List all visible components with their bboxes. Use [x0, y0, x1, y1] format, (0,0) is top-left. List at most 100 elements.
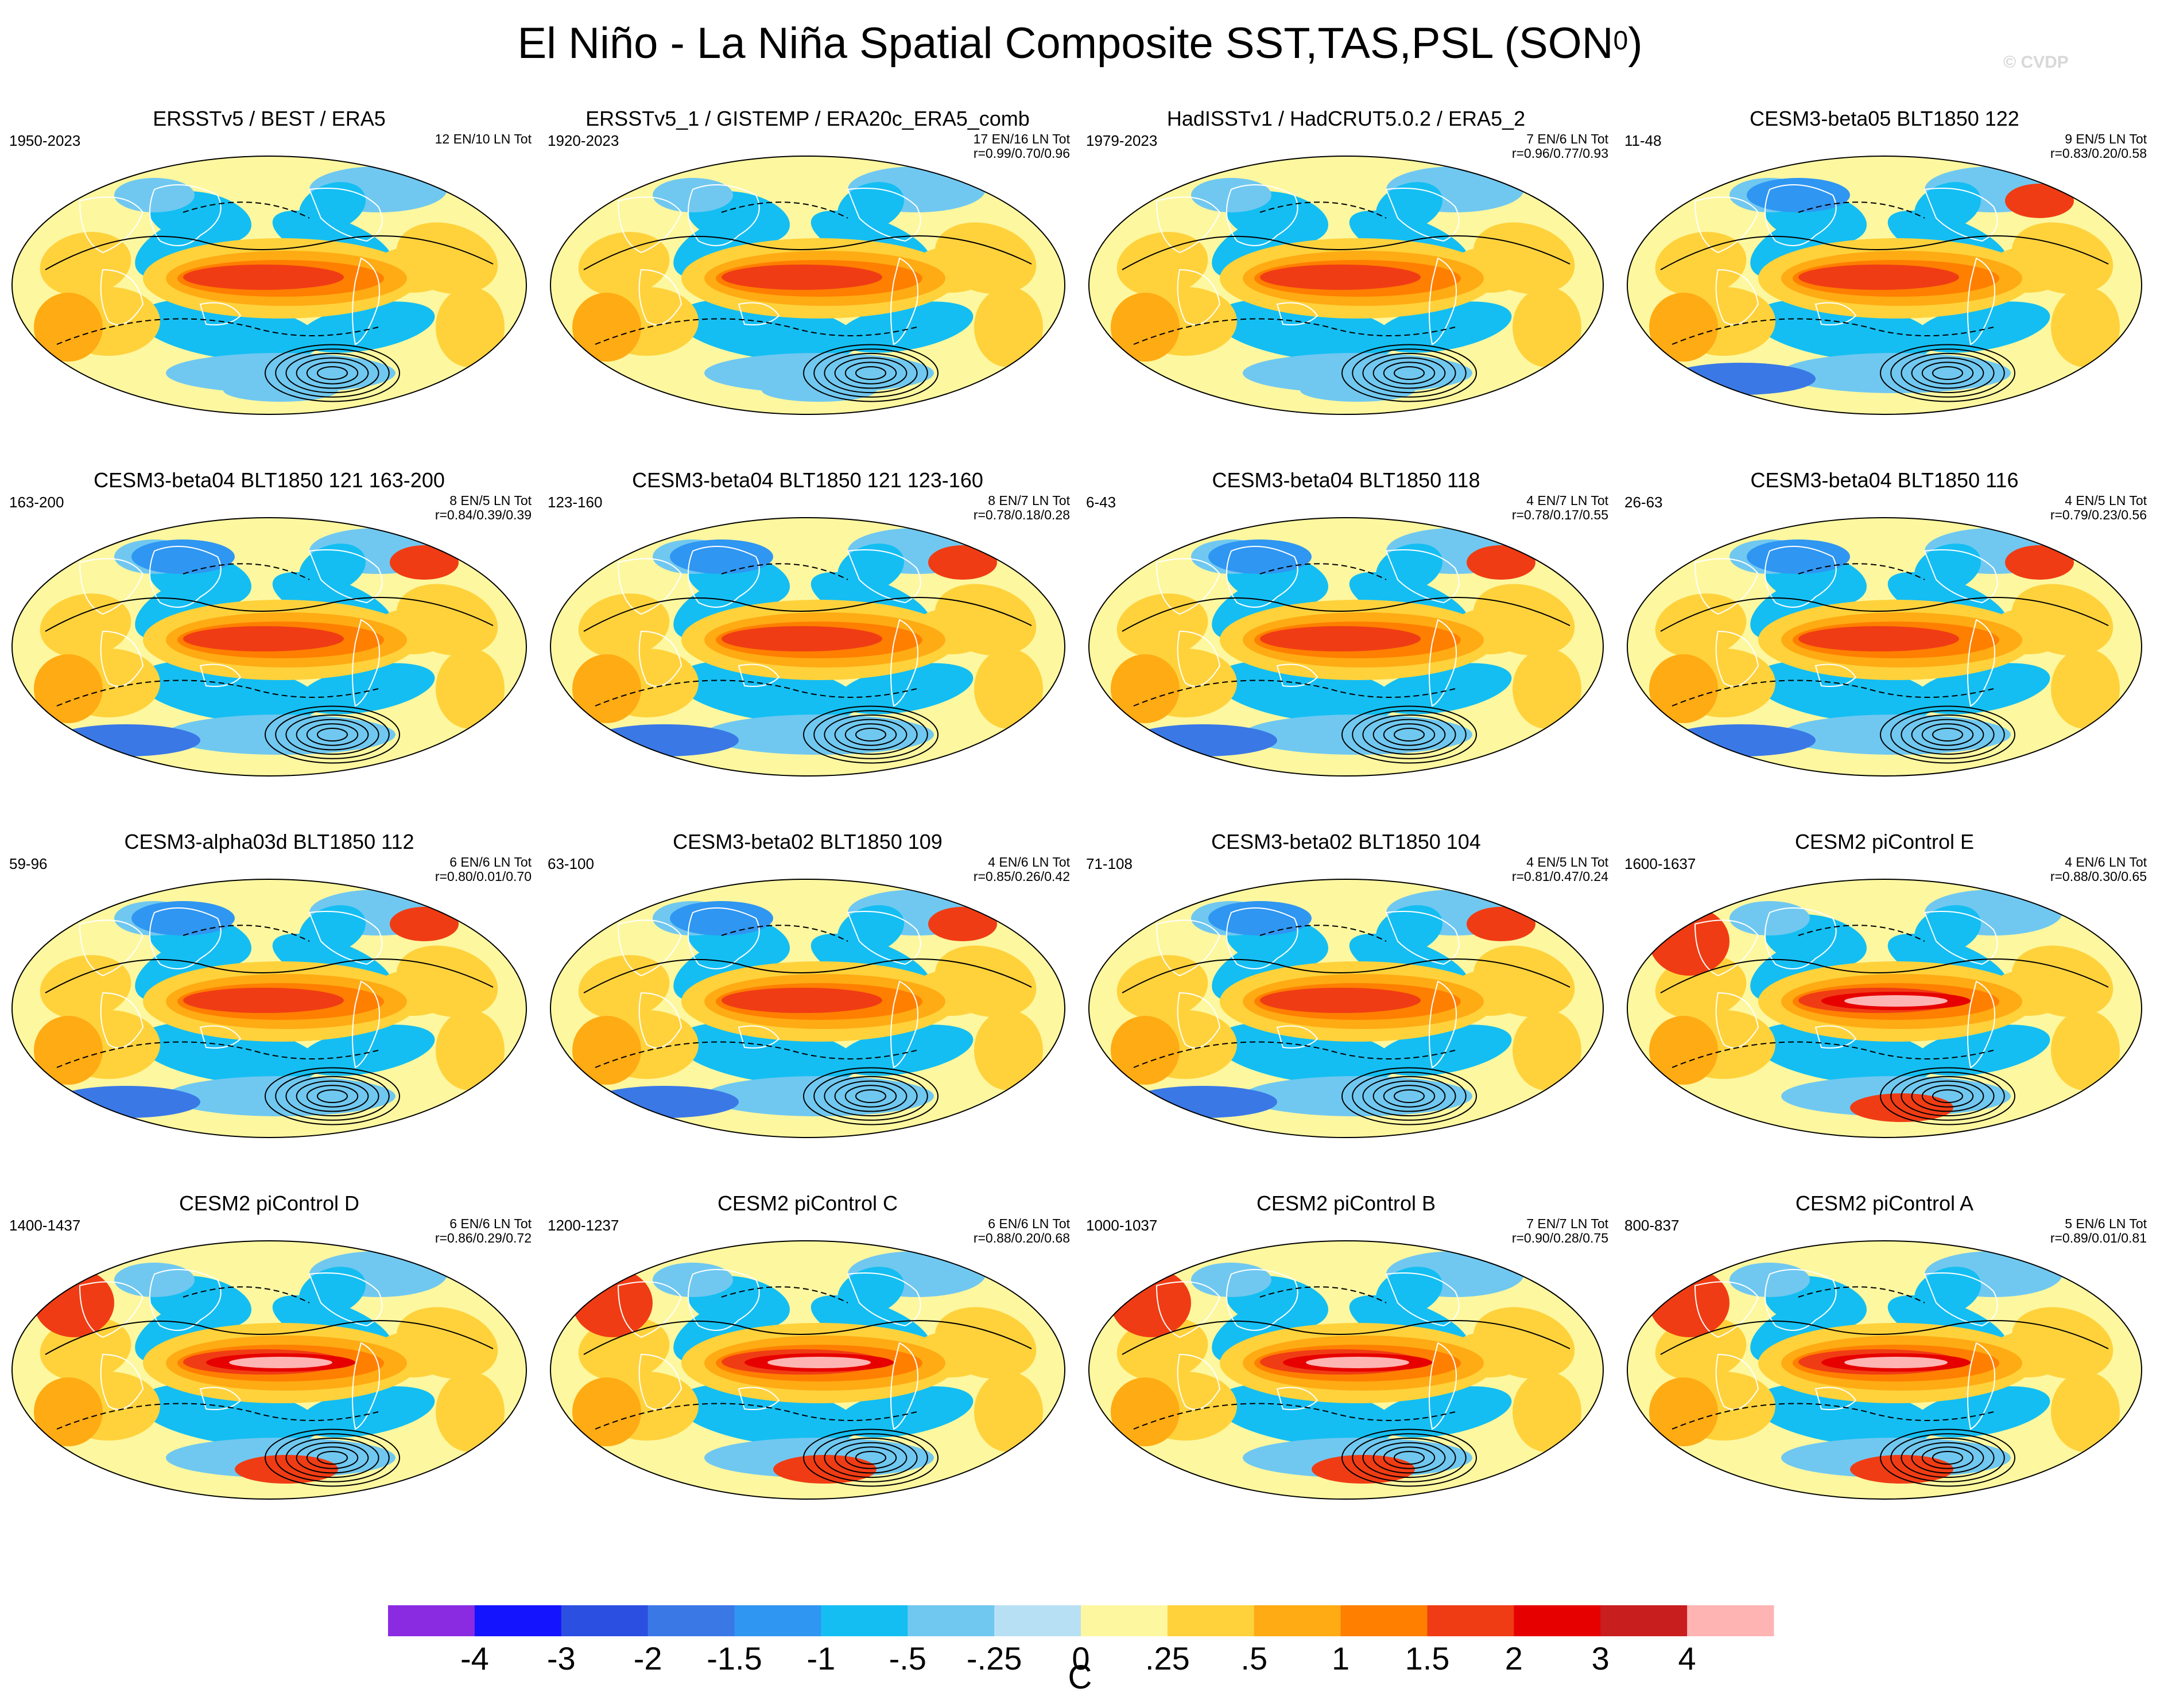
panel-stats-line: 7 EN/7 LN Tot	[1526, 1216, 1608, 1231]
coastline	[352, 1342, 380, 1430]
anomaly-region	[767, 1357, 871, 1368]
map-plot	[11, 156, 527, 415]
anomaly-region	[974, 287, 1043, 367]
psl-contour	[824, 352, 918, 394]
map-plot	[1088, 1240, 1604, 1500]
panel-stats-line: r=0.81/0.47/0.24	[1511, 869, 1608, 884]
panel-years: 1400-1437	[9, 1217, 81, 1234]
colorbar-tick-label: 2	[1505, 1640, 1523, 1676]
colorbar: -4 -3 -2 -1.5 -1 -.5 -.25 0 .25 .5 1 1.5 2 3 4	[388, 1605, 1774, 1676]
anomaly-region	[166, 715, 395, 755]
panel-stats: 6 EN/6 LN Tot r=0.86/0.29/0.72	[435, 1217, 532, 1245]
psl-contour	[1372, 719, 1446, 751]
psl-contour	[813, 710, 928, 759]
colorbar-tick-label: 1	[1332, 1640, 1349, 1676]
anomaly-region	[131, 539, 235, 574]
psl-contour	[285, 352, 379, 394]
panel-years: 1600-1637	[1624, 855, 1696, 872]
psl-contour	[1122, 597, 1570, 632]
psl-contour	[306, 1085, 359, 1108]
anomaly-region	[590, 724, 739, 756]
anomaly-region	[1208, 539, 1312, 574]
coastline	[149, 1269, 222, 1331]
anomaly-region	[51, 1086, 200, 1118]
psl-contour	[1383, 723, 1436, 746]
coastline	[638, 269, 682, 325]
psl-contour	[1921, 1446, 1974, 1469]
colorbar-swatch	[474, 1605, 562, 1636]
coastline	[688, 907, 760, 969]
map-plot	[1088, 156, 1604, 415]
map-border	[550, 156, 1065, 415]
anomaly-region	[1649, 1377, 1718, 1446]
psl-contour	[844, 362, 897, 385]
coastline	[149, 184, 222, 246]
psl-contour	[1352, 1072, 1467, 1121]
panel-stats-line: r=0.90/0.28/0.75	[1511, 1230, 1608, 1245]
panel-years: 1000-1037	[1086, 1217, 1158, 1234]
psl-contour-negative	[1798, 925, 1925, 942]
map-panel: CESM3-beta04 BLT1850 118 6-43 4 EN/7 LN To…	[1077, 465, 1615, 821]
coastline	[352, 257, 380, 346]
psl-contour-negative	[183, 1286, 310, 1303]
coastline	[1226, 907, 1298, 969]
anomaly-region	[183, 988, 344, 1013]
coastline	[890, 257, 918, 346]
panel-stats: 6 EN/6 LN Tot r=0.80/0.01/0.70	[435, 855, 532, 884]
anomaly-region	[1850, 1093, 1953, 1122]
panel-stats-line: 4 EN/6 LN Tot	[2065, 855, 2147, 869]
panel-stats-line: 9 EN/5 LN Tot	[2065, 131, 2147, 146]
psl-contour	[1921, 1085, 1974, 1108]
panel-stats-line: 4 EN/7 LN Tot	[1526, 493, 1608, 508]
coastline	[1385, 1272, 1460, 1327]
coastline	[738, 1387, 780, 1410]
coastline	[1155, 919, 1221, 977]
anomaly-region	[436, 1372, 505, 1452]
colorbar-tick-label: .25	[1145, 1640, 1190, 1676]
coastline	[1967, 257, 1995, 346]
psl-contour	[1911, 1442, 1984, 1474]
coastline	[1226, 1269, 1298, 1331]
panel-stats-line: 6 EN/6 LN Tot	[449, 1216, 532, 1231]
anomaly-region	[1513, 649, 1581, 729]
map-panel: ERSSTv5_1 / GISTEMP / ERA20c_ERA5_comb 19…	[538, 103, 1077, 459]
coastline	[1276, 1025, 1319, 1049]
map-plot	[11, 517, 527, 777]
anomaly-region	[235, 1455, 338, 1484]
anomaly-region	[114, 178, 195, 212]
coastline	[617, 919, 682, 977]
psl-contour	[803, 344, 939, 402]
coastline	[352, 980, 380, 1069]
psl-contour	[803, 705, 939, 764]
colorbar-tick-label: 1.5	[1405, 1640, 1450, 1676]
anomaly-region	[436, 649, 505, 729]
coastline	[1385, 911, 1460, 965]
psl-contour	[1901, 352, 1995, 394]
psl-contour	[1901, 714, 1995, 755]
panel-title: CESM3-beta04 BLT1850 121 163-200	[94, 468, 445, 492]
anomaly-region	[1850, 1455, 1953, 1484]
anomaly-region	[1729, 1263, 1810, 1297]
anomaly-region	[1747, 178, 1850, 212]
anomaly-region	[1798, 626, 1959, 651]
panel-title: CESM3-beta02 BLT1850 109	[673, 830, 943, 853]
psl-contour-negative	[1672, 1041, 1994, 1068]
coastline	[1385, 549, 1460, 604]
panel-stats: 8 EN/5 LN Tot r=0.84/0.39/0.39	[435, 494, 532, 522]
panel-title: CESM3-alpha03d BLT1850 112	[124, 830, 414, 853]
psl-contour	[1362, 1437, 1456, 1478]
psl-contour	[306, 723, 359, 746]
psl-contour	[1880, 1428, 2015, 1487]
map-border	[1627, 156, 2142, 415]
anomaly-region	[2005, 184, 2074, 218]
anomaly-region	[974, 1010, 1043, 1090]
psl-contour-negative	[595, 680, 917, 707]
anomaly-region	[390, 907, 459, 941]
anomaly-region	[572, 654, 641, 723]
anomaly-region	[114, 1263, 195, 1297]
psl-contour-negative	[595, 318, 917, 345]
coastline	[308, 911, 383, 965]
psl-contour	[1921, 362, 1974, 385]
panel-stats-line: r=0.84/0.39/0.39	[435, 507, 532, 522]
coastline	[352, 619, 380, 707]
